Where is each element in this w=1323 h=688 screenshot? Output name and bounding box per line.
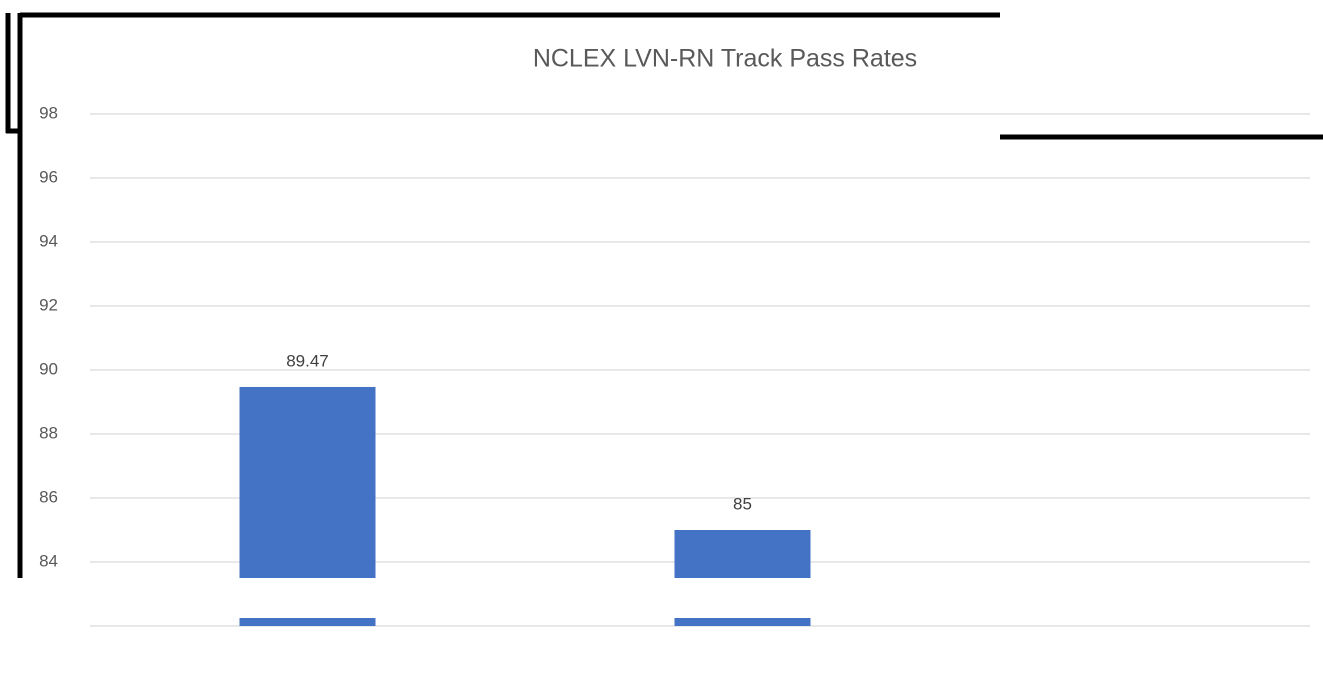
y-tick-label: 96 (39, 167, 58, 186)
y-tick-label: 92 (39, 295, 58, 314)
chart-title: NCLEX LVN-RN Track Pass Rates (533, 45, 917, 73)
value-label: 85 (733, 494, 752, 513)
y-tick-label: 98 (39, 103, 58, 122)
y-tick-label: 84 (39, 551, 58, 570)
y-tick-label: 90 (39, 359, 58, 378)
value-label: 89.47 (286, 351, 329, 370)
y-tick-label: 86 (39, 487, 58, 506)
y-tick-label: 88 (39, 423, 58, 442)
occluder (20, 578, 1323, 618)
y-tick-label: 94 (39, 231, 58, 250)
occluder (1000, 0, 1323, 108)
